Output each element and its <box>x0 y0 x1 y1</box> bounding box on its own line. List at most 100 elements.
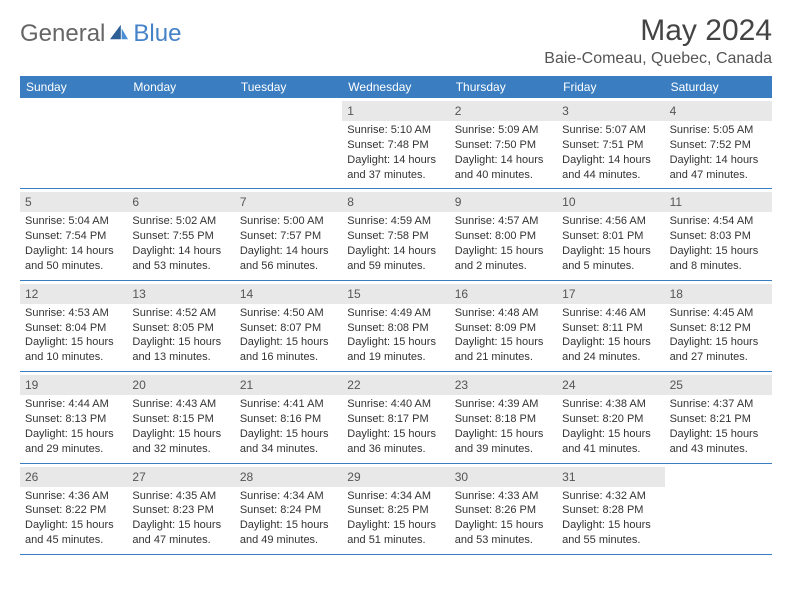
daynum-row: 15 <box>342 284 449 304</box>
day-number: 31 <box>562 470 575 484</box>
day-number: 28 <box>240 470 253 484</box>
daynum-row: 8 <box>342 192 449 212</box>
day-number: 26 <box>25 470 38 484</box>
daynum-row: 25 <box>665 375 772 395</box>
day-cell <box>127 98 234 188</box>
daynum-row: 2 <box>450 101 557 121</box>
day-number: 19 <box>25 378 38 392</box>
day-number: 9 <box>455 195 462 209</box>
daynum-row <box>20 101 127 121</box>
day-number: 10 <box>562 195 575 209</box>
daynum-row: 16 <box>450 284 557 304</box>
day-number: 17 <box>562 287 575 301</box>
day-cell: 1 Sunrise: 5:10 AMSunset: 7:48 PMDaylight… <box>342 98 449 188</box>
day-number <box>240 104 243 118</box>
day-number: 12 <box>25 287 38 301</box>
day-details: Sunrise: 4:49 AMSunset: 8:08 PMDaylight:… <box>347 306 444 365</box>
daynum-row: 31 <box>557 467 664 487</box>
day-cell: 22 Sunrise: 4:40 AMSunset: 8:17 PMDayligh… <box>342 372 449 462</box>
day-cell: 13Sunrise: 4:52 AMSunset: 8:05 PMDayligh… <box>127 281 234 371</box>
day-number: 18 <box>670 287 683 301</box>
day-cell: 17Sunrise: 4:46 AMSunset: 8:11 PMDayligh… <box>557 281 664 371</box>
week-row: 5 Sunrise: 5:04 AMSunset: 7:54 PMDaylight… <box>20 189 772 280</box>
day-details: Sunrise: 4:40 AMSunset: 8:17 PMDaylight:… <box>347 397 444 456</box>
day-details: Sunrise: 5:05 AMSunset: 7:52 PMDaylight:… <box>670 123 767 182</box>
week-row: 12Sunrise: 4:53 AMSunset: 8:04 PMDayligh… <box>20 281 772 372</box>
day-cell: 23 Sunrise: 4:39 AMSunset: 8:18 PMDayligh… <box>450 372 557 462</box>
day-details: Sunrise: 4:34 AMSunset: 8:25 PMDaylight:… <box>347 489 444 548</box>
day-details: Sunrise: 4:50 AMSunset: 8:07 PMDaylight:… <box>240 306 337 365</box>
day-cell: 15 Sunrise: 4:49 AMSunset: 8:08 PMDayligh… <box>342 281 449 371</box>
day-details: Sunrise: 4:52 AMSunset: 8:05 PMDaylight:… <box>132 306 229 365</box>
day-details: Sunrise: 4:38 AMSunset: 8:20 PMDaylight:… <box>562 397 659 456</box>
day-cell <box>665 464 772 554</box>
day-details: Sunrise: 4:36 AMSunset: 8:22 PMDaylight:… <box>25 489 122 548</box>
daynum-row: 12 <box>20 284 127 304</box>
day-number: 20 <box>132 378 145 392</box>
dayname: Sunday <box>20 76 127 98</box>
day-number: 5 <box>25 195 32 209</box>
daynum-row: 6 <box>127 192 234 212</box>
dayname: Saturday <box>665 76 772 98</box>
daynum-row: 19 <box>20 375 127 395</box>
day-number: 30 <box>455 470 468 484</box>
day-cell: 24 Sunrise: 4:38 AMSunset: 8:20 PMDayligh… <box>557 372 664 462</box>
day-details: Sunrise: 5:00 AMSunset: 7:57 PMDaylight:… <box>240 214 337 273</box>
day-cell <box>235 98 342 188</box>
day-number: 22 <box>347 378 360 392</box>
day-number: 6 <box>132 195 139 209</box>
day-details: Sunrise: 4:44 AMSunset: 8:13 PMDaylight:… <box>25 397 122 456</box>
day-number: 2 <box>455 104 462 118</box>
day-details: Sunrise: 5:09 AMSunset: 7:50 PMDaylight:… <box>455 123 552 182</box>
week-row: 26 Sunrise: 4:36 AMSunset: 8:22 PMDayligh… <box>20 464 772 555</box>
day-cell: 30Sunrise: 4:33 AMSunset: 8:26 PMDayligh… <box>450 464 557 554</box>
day-cell: 7Sunrise: 5:00 AMSunset: 7:57 PMDaylight… <box>235 189 342 279</box>
day-cell: 29 Sunrise: 4:34 AMSunset: 8:25 PMDayligh… <box>342 464 449 554</box>
day-number: 1 <box>347 104 354 118</box>
day-cell: 14 Sunrise: 4:50 AMSunset: 8:07 PMDayligh… <box>235 281 342 371</box>
day-cell: 11Sunrise: 4:54 AMSunset: 8:03 PMDayligh… <box>665 189 772 279</box>
daynum-row: 5 <box>20 192 127 212</box>
dayname: Friday <box>557 76 664 98</box>
day-number: 29 <box>347 470 360 484</box>
day-details: Sunrise: 4:45 AMSunset: 8:12 PMDaylight:… <box>670 306 767 365</box>
daynum-row: 1 <box>342 101 449 121</box>
day-details: Sunrise: 4:48 AMSunset: 8:09 PMDaylight:… <box>455 306 552 365</box>
daynum-row: 13 <box>127 284 234 304</box>
day-number <box>25 104 28 118</box>
logo-text-general: General <box>20 20 105 48</box>
day-details: Sunrise: 4:35 AMSunset: 8:23 PMDaylight:… <box>132 489 229 548</box>
day-details: Sunrise: 4:37 AMSunset: 8:21 PMDaylight:… <box>670 397 767 456</box>
day-cell: 26 Sunrise: 4:36 AMSunset: 8:22 PMDayligh… <box>20 464 127 554</box>
day-details: Sunrise: 4:57 AMSunset: 8:00 PMDaylight:… <box>455 214 552 273</box>
daynum-row: 29 <box>342 467 449 487</box>
day-cell: 2 Sunrise: 5:09 AMSunset: 7:50 PMDaylight… <box>450 98 557 188</box>
month-title: May 2024 <box>544 14 772 48</box>
day-number: 27 <box>132 470 145 484</box>
day-number: 15 <box>347 287 360 301</box>
day-number: 8 <box>347 195 354 209</box>
day-details: Sunrise: 4:34 AMSunset: 8:24 PMDaylight:… <box>240 489 337 548</box>
daynum-row: 18 <box>665 284 772 304</box>
daynum-row: 17 <box>557 284 664 304</box>
day-cell: 31Sunrise: 4:32 AMSunset: 8:28 PMDayligh… <box>557 464 664 554</box>
day-number: 16 <box>455 287 468 301</box>
daynum-row <box>235 101 342 121</box>
daynum-row: 14 <box>235 284 342 304</box>
day-details: Sunrise: 5:04 AMSunset: 7:54 PMDaylight:… <box>25 214 122 273</box>
day-details: Sunrise: 4:43 AMSunset: 8:15 PMDaylight:… <box>132 397 229 456</box>
calendar: SundayMondayTuesdayWednesdayThursdayFrid… <box>20 76 772 555</box>
day-number: 14 <box>240 287 253 301</box>
day-details: Sunrise: 4:56 AMSunset: 8:01 PMDaylight:… <box>562 214 659 273</box>
day-details: Sunrise: 4:59 AMSunset: 7:58 PMDaylight:… <box>347 214 444 273</box>
daynum-row: 23 <box>450 375 557 395</box>
day-details: Sunrise: 5:10 AMSunset: 7:48 PMDaylight:… <box>347 123 444 182</box>
day-number: 23 <box>455 378 468 392</box>
day-cell: 20 Sunrise: 4:43 AMSunset: 8:15 PMDayligh… <box>127 372 234 462</box>
day-number: 4 <box>670 104 677 118</box>
daynum-row: 28 <box>235 467 342 487</box>
daynum-row: 20 <box>127 375 234 395</box>
day-number: 24 <box>562 378 575 392</box>
day-details: Sunrise: 4:39 AMSunset: 8:18 PMDaylight:… <box>455 397 552 456</box>
daynum-row: 3 <box>557 101 664 121</box>
